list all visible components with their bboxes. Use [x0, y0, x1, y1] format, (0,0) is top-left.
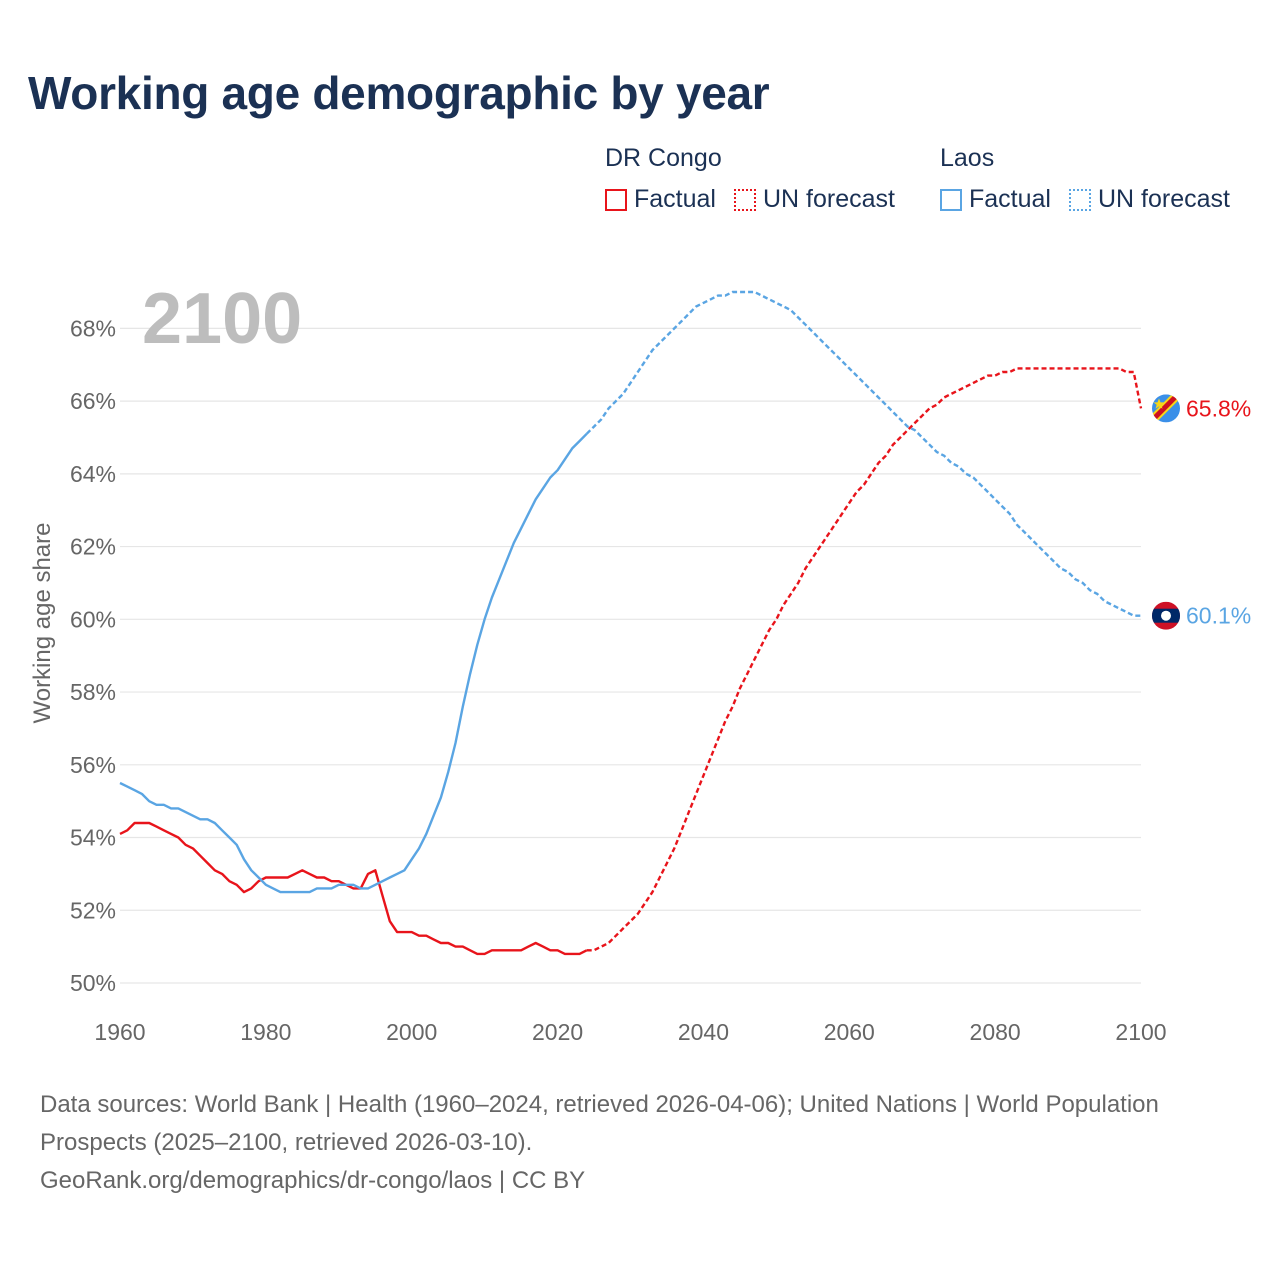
y-tick-label: 50%	[70, 970, 116, 996]
y-axis-title: Working age share	[29, 523, 56, 724]
y-tick-label: 62%	[70, 534, 116, 560]
y-tick-label: 64%	[70, 461, 116, 487]
legend-group-name: Laos	[940, 144, 995, 172]
y-tick-labels: 50% 52% 54% 56% 58% 60% 62% 64% 66% 68%	[70, 315, 116, 996]
grid-lines	[120, 327, 1141, 984]
x-tick-label: 2100	[1115, 1019, 1166, 1045]
legend-label: Factual	[634, 185, 716, 213]
line-chart: 2100 Working age share 50% 52% 54% 56% 58% 60…	[29, 279, 1251, 1045]
legend-swatch-dotted	[733, 188, 756, 211]
laos-flag-icon	[1152, 601, 1180, 630]
x-tick-label: 1980	[240, 1019, 291, 1045]
legend-item-forecast[interactable]: UN forecast	[1068, 185, 1230, 214]
end-value-label: 60.1%	[1186, 603, 1251, 629]
end-value-label: 65.8%	[1186, 395, 1251, 421]
y-tick-label: 56%	[70, 752, 116, 778]
series-lines: 65.8% 60.1%	[119, 290, 1251, 956]
legend-group-dr-congo: DR Congo Factual UN forecast	[605, 144, 913, 214]
legend-item-factual[interactable]: Factual	[940, 185, 1051, 214]
y-tick-label: 58%	[70, 679, 116, 705]
x-tick-label: 2040	[678, 1019, 729, 1045]
series-line-forecast[interactable]	[585, 290, 1141, 617]
credit-link[interactable]: GeoRank.org/demographics/dr-congo/laos |…	[40, 1167, 586, 1194]
series-line-factual[interactable]	[119, 821, 588, 956]
legend-swatch-solid	[940, 188, 962, 211]
y-tick-label: 54%	[70, 825, 116, 851]
x-tick-label: 2060	[824, 1019, 875, 1045]
end-markers	[1152, 394, 1180, 630]
legend-group-laos: Laos Factual UN forecast	[940, 144, 1230, 214]
x-tick-labels: 1960 1980 2000 2020 2040 2060 2080 2100	[94, 1019, 1166, 1045]
y-tick-label: 68%	[70, 315, 116, 341]
legend-swatch-dotted	[1068, 188, 1091, 211]
year-overlay: 2100	[142, 279, 302, 359]
legend-label: Factual	[969, 185, 1051, 213]
chart-title: Working age demographic by year	[28, 67, 770, 119]
legend-swatch-solid	[605, 188, 627, 211]
x-tick-label: 2000	[386, 1019, 437, 1045]
series-line-factual[interactable]	[119, 432, 588, 894]
x-tick-label: 2020	[532, 1019, 583, 1045]
legend-group-name: DR Congo	[605, 144, 722, 172]
y-tick-label: 60%	[70, 606, 116, 632]
x-tick-label: 2080	[970, 1019, 1021, 1045]
legend-item-factual[interactable]: Factual	[605, 185, 716, 214]
footer: Data sources: World Bank | Health (1960–…	[40, 1086, 1200, 1200]
legend-label: UN forecast	[762, 185, 895, 213]
legend-label: UN forecast	[1097, 185, 1230, 213]
legend-item-forecast[interactable]: UN forecast	[733, 185, 895, 214]
x-tick-label: 1960	[94, 1019, 145, 1045]
data-sources-note: Data sources: World Bank | Health (1960–…	[40, 1091, 1159, 1156]
dr-congo-flag-icon	[1152, 394, 1180, 423]
series-line-forecast[interactable]	[586, 367, 1143, 952]
y-tick-label: 52%	[70, 897, 116, 923]
y-tick-label: 66%	[70, 388, 116, 414]
